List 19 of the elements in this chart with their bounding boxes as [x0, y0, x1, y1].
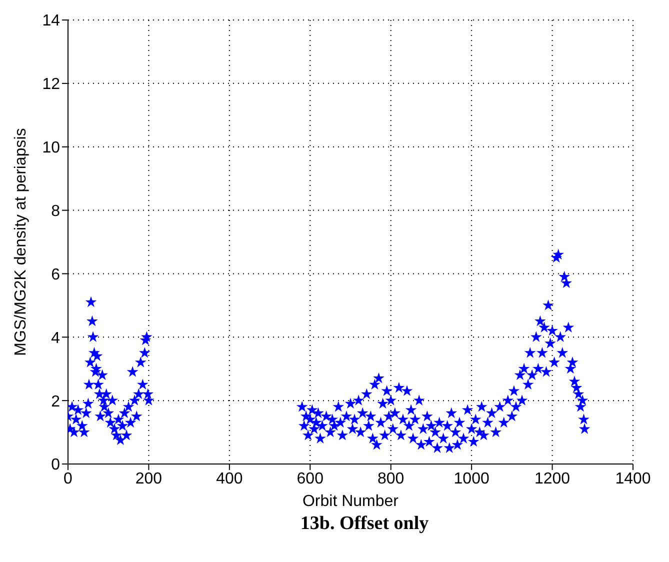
y-tick-label: 14: [42, 12, 60, 30]
y-tick-label: 0: [51, 456, 60, 474]
y-tick-label: 6: [51, 266, 60, 284]
x-tick-label: 800: [378, 470, 404, 488]
y-tick-label: 2: [51, 393, 60, 410]
x-tick-label: 1000: [454, 470, 490, 488]
x-tick-label: 1400: [615, 470, 651, 488]
y-tick-label: 4: [51, 330, 60, 347]
x-tick-label: 0: [64, 470, 73, 488]
y-tick-label: 12: [42, 76, 60, 94]
x-tick-label: 200: [135, 470, 162, 488]
x-tick-label: 600: [296, 470, 324, 488]
text: 13b. Offset only: [299, 513, 430, 535]
x-axis-title: Orbit Number: [302, 493, 400, 510]
y-tick-label: 8: [51, 202, 60, 220]
x-tick-label: 400: [216, 470, 243, 488]
x-tick-label: 1200: [534, 470, 570, 488]
y-tick-label: 10: [42, 140, 60, 157]
y-axis-title: MGS/MG2K density at periapsis: [12, 128, 30, 356]
